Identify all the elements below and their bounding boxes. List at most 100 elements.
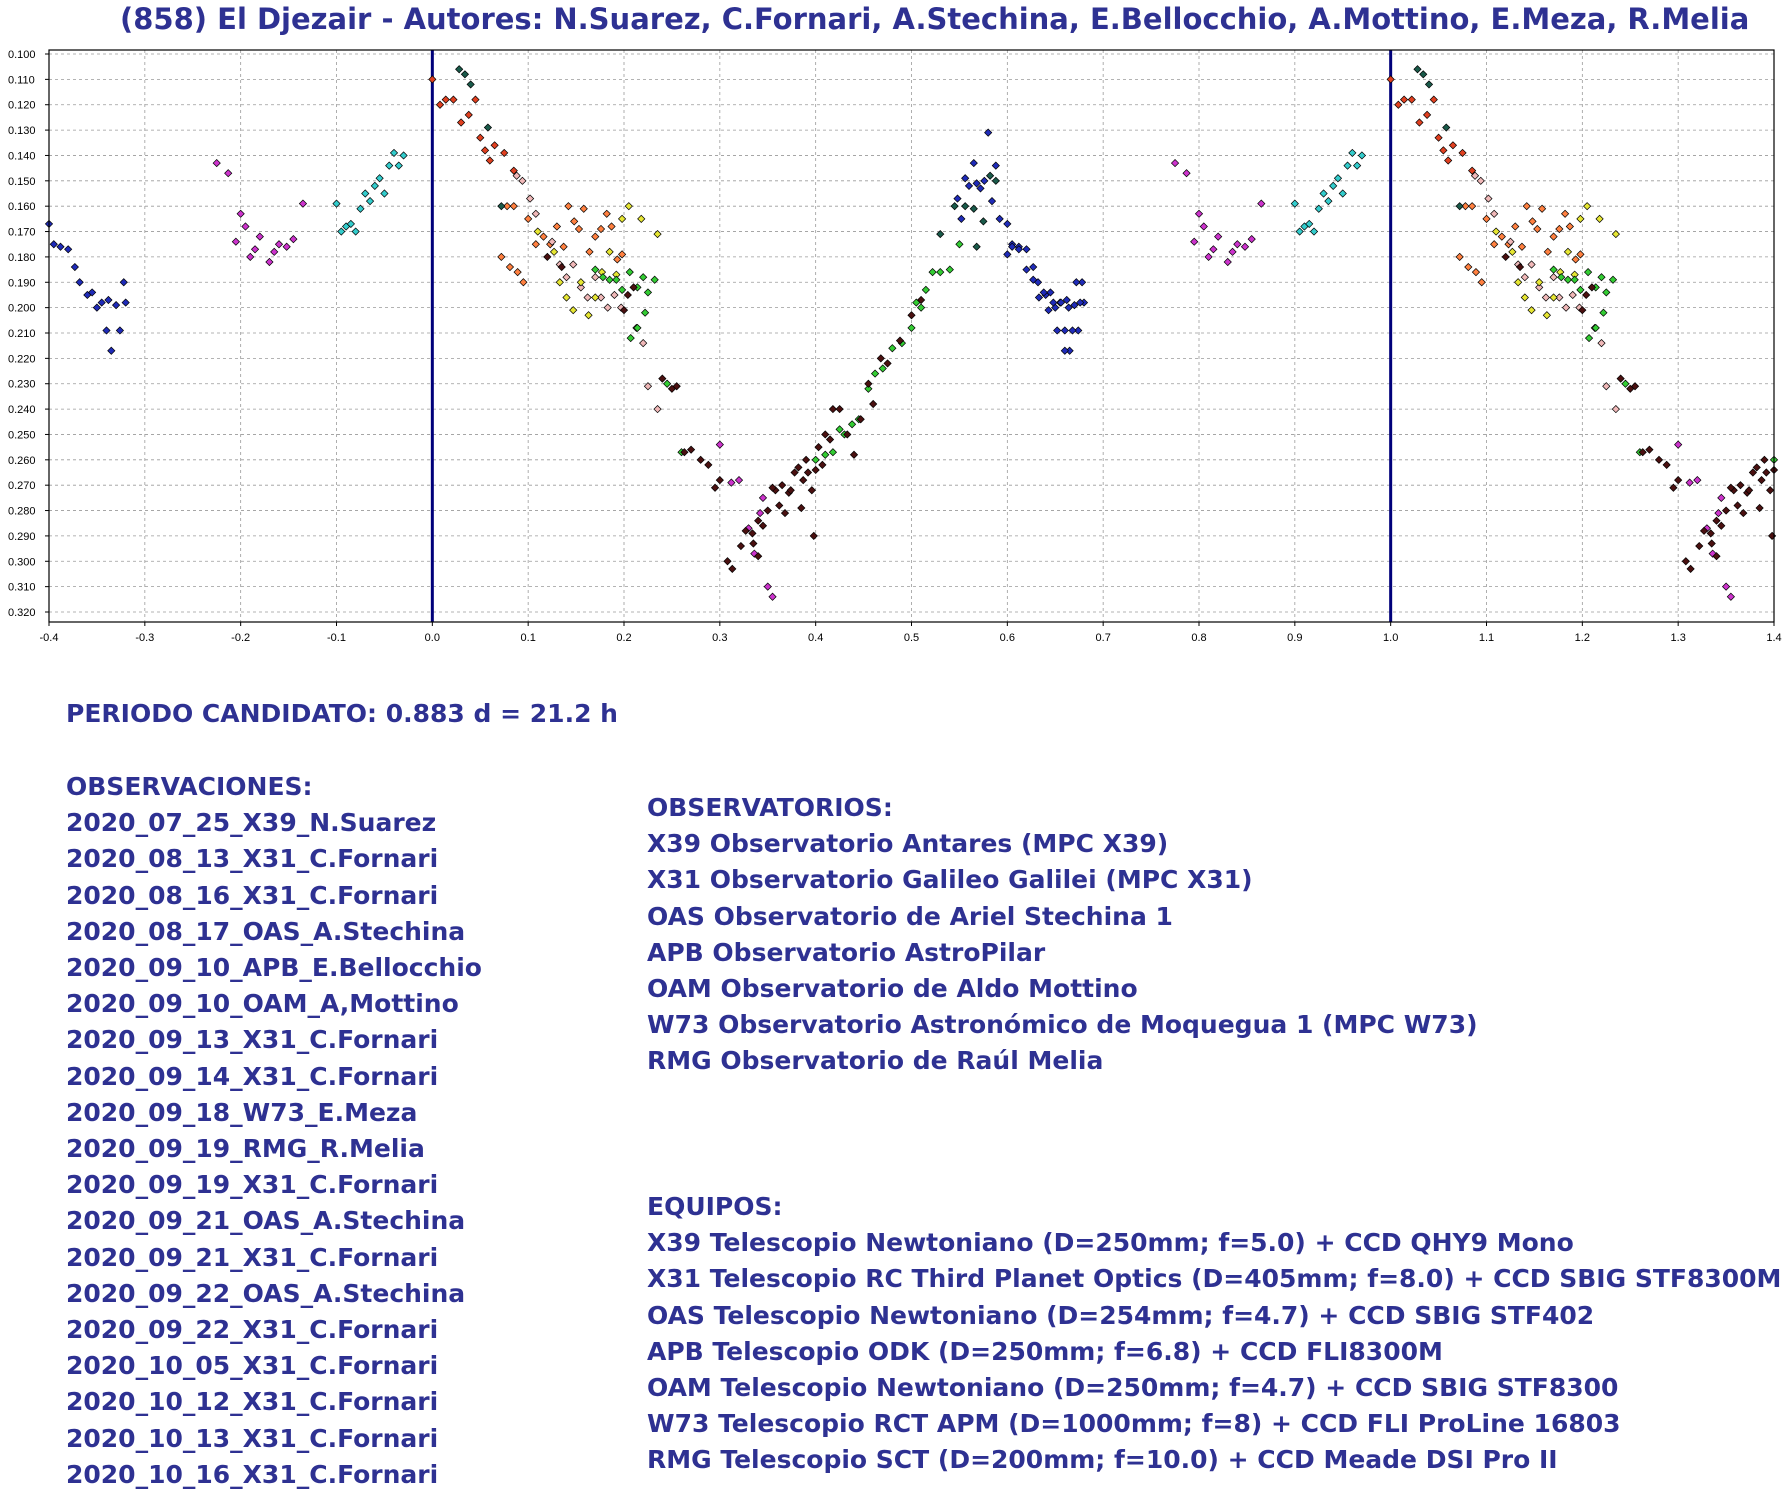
data-point bbox=[394, 161, 403, 170]
data-point bbox=[907, 311, 916, 320]
observation-item: 2020_10_13_X31_C.Fornari bbox=[66, 1423, 439, 1453]
data-point bbox=[1247, 235, 1256, 244]
data-point bbox=[603, 303, 612, 312]
data-point bbox=[1209, 245, 1218, 254]
data-point bbox=[1444, 156, 1453, 165]
data-point bbox=[626, 333, 635, 343]
x-tick-label: 0.3 bbox=[712, 632, 727, 644]
data-point bbox=[617, 285, 627, 294]
data-point bbox=[513, 268, 522, 277]
y-tick-label: 0.220 bbox=[8, 353, 36, 365]
data-point bbox=[1194, 209, 1204, 218]
data-point bbox=[1415, 118, 1424, 127]
data-point bbox=[346, 219, 355, 229]
data-point bbox=[365, 197, 375, 206]
observatory-item: W73 Observatorio Astronómico de Moquegua… bbox=[647, 1010, 1478, 1040]
data-point bbox=[1686, 564, 1695, 573]
data-point bbox=[1576, 285, 1585, 294]
data-point bbox=[1029, 275, 1038, 284]
data-point bbox=[564, 202, 573, 211]
data-point bbox=[736, 541, 746, 551]
phase-lines bbox=[430, 50, 1393, 622]
data-point bbox=[794, 463, 803, 472]
data-point bbox=[1517, 242, 1527, 251]
data-point bbox=[1394, 100, 1403, 109]
data-point bbox=[607, 222, 616, 231]
data-point bbox=[750, 549, 759, 558]
data-point bbox=[576, 283, 585, 292]
data-point bbox=[763, 582, 772, 591]
data-point bbox=[466, 80, 475, 89]
y-tick-label: 0.310 bbox=[8, 582, 36, 594]
data-point bbox=[980, 176, 989, 185]
data-point bbox=[1621, 379, 1630, 388]
data-point bbox=[464, 110, 473, 119]
data-point bbox=[1555, 224, 1564, 234]
x-tick-label: 1.4 bbox=[1766, 632, 1781, 644]
data-point bbox=[389, 148, 399, 158]
data-point bbox=[1399, 95, 1409, 104]
data-point bbox=[961, 174, 970, 183]
data-point bbox=[704, 460, 713, 469]
observation-item: 2020_08_17_OAS_A.Stechina bbox=[66, 916, 466, 946]
data-point bbox=[936, 268, 945, 277]
y-tick-label: 0.290 bbox=[8, 531, 36, 543]
equipment-item: X31 Telescopio RC Third Planet Optics (D… bbox=[647, 1264, 1782, 1294]
data-point bbox=[1541, 293, 1551, 302]
data-point bbox=[907, 323, 916, 333]
y-tick-label: 0.110 bbox=[8, 74, 35, 86]
data-point bbox=[1693, 476, 1702, 485]
data-point bbox=[1767, 531, 1777, 541]
data-point bbox=[497, 252, 506, 262]
data-point bbox=[1491, 227, 1501, 236]
data-point bbox=[569, 306, 578, 315]
data-point bbox=[1762, 468, 1771, 477]
data-point bbox=[1760, 455, 1769, 464]
data-point bbox=[945, 265, 954, 274]
data-point bbox=[727, 478, 736, 487]
data-point bbox=[1022, 245, 1031, 254]
data-point bbox=[835, 404, 844, 414]
data-point bbox=[1044, 306, 1053, 315]
observatory-item: OAM Observatorio de Aldo Mottino bbox=[647, 974, 1138, 1004]
observation-item: 2020_09_22_X31_C.Fornari bbox=[66, 1315, 439, 1345]
data-point bbox=[1501, 252, 1510, 262]
data-point bbox=[111, 301, 121, 310]
data-point bbox=[1357, 151, 1367, 160]
data-point bbox=[1003, 250, 1012, 259]
data-point bbox=[435, 100, 445, 109]
data-point bbox=[639, 273, 648, 282]
data-point bbox=[370, 181, 379, 190]
equipment-item: OAS Telescopio Newtoniano (D=254mm; f=4.… bbox=[647, 1300, 1595, 1330]
data-point bbox=[56, 242, 65, 251]
data-point bbox=[1568, 290, 1577, 300]
data-point bbox=[803, 468, 813, 477]
data-point bbox=[1223, 257, 1232, 267]
data-point bbox=[500, 148, 509, 158]
observatory-item: APB Observatorio AstroPilar bbox=[647, 937, 1046, 967]
data-point bbox=[807, 486, 816, 495]
data-point bbox=[460, 70, 470, 79]
data-point bbox=[583, 293, 592, 302]
data-point bbox=[548, 237, 557, 246]
data-point bbox=[1712, 552, 1721, 561]
y-tick-label: 0.320 bbox=[8, 607, 36, 619]
data-point bbox=[428, 75, 437, 84]
data-point bbox=[591, 232, 600, 241]
x-tick-label: -0.2 bbox=[231, 632, 250, 644]
data-point bbox=[991, 161, 1000, 170]
data-point bbox=[1060, 326, 1069, 335]
y-tick-label: 0.280 bbox=[8, 506, 36, 518]
data-point bbox=[811, 455, 820, 464]
equipment-item: RMG Telescopio SCT (D=200mm; f=10.0) + C… bbox=[647, 1445, 1558, 1475]
data-point bbox=[1314, 204, 1323, 213]
data-point bbox=[1576, 214, 1585, 223]
data-point bbox=[476, 133, 485, 142]
data-point bbox=[1413, 65, 1422, 74]
data-point bbox=[775, 501, 784, 510]
data-point bbox=[88, 288, 97, 297]
data-point bbox=[847, 420, 857, 429]
data-point bbox=[1528, 217, 1537, 226]
data-point bbox=[1442, 123, 1451, 132]
observation-item: 2020_09_10_APB_E.Bellocchio bbox=[66, 953, 482, 983]
